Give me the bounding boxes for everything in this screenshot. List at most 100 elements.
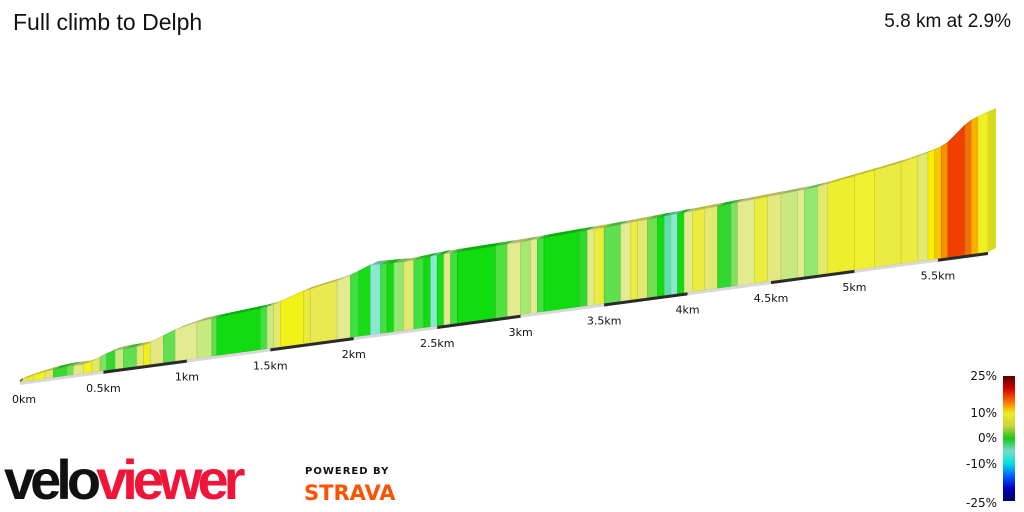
gradient-segment	[620, 222, 632, 302]
segment-top	[664, 211, 679, 217]
gradient-segment	[436, 253, 445, 327]
gradient-segment	[386, 262, 395, 334]
gradient-segment	[754, 196, 768, 284]
segment-top	[33, 367, 54, 376]
segment-top	[657, 212, 673, 218]
gradient-segment	[827, 175, 855, 274]
gradient-segment	[677, 212, 685, 295]
page-title: Full climb to Delph	[13, 9, 203, 35]
gradient-segment	[657, 215, 665, 297]
gradient-segment	[637, 218, 648, 300]
gradient-segment	[393, 261, 405, 333]
gradient-segment	[663, 214, 672, 296]
gradient-segment	[737, 198, 755, 286]
gradient-segment	[380, 263, 388, 334]
distance-tick-label: 5km	[842, 281, 866, 294]
gradient-segment	[507, 241, 521, 317]
segment-top	[544, 227, 588, 238]
segment-top	[443, 249, 459, 254]
gradient-segment	[703, 205, 718, 291]
legend-label-minus25: -25%	[966, 496, 997, 510]
gradient-segment	[797, 189, 805, 278]
segment-top	[677, 208, 693, 214]
segment-top	[620, 218, 639, 225]
segment-top	[692, 204, 713, 212]
gradient-segment	[174, 321, 198, 362]
distance-tick-label: 3km	[509, 326, 533, 339]
segment-top	[403, 255, 422, 262]
distance-tick-label: 5.5km	[921, 270, 956, 283]
gradient-segment	[927, 149, 935, 261]
distance-axis	[20, 252, 988, 385]
segment-top	[196, 314, 220, 323]
gradient-segment	[99, 353, 108, 372]
segment-top	[704, 202, 726, 209]
legend-label-0: 0%	[978, 431, 997, 445]
segment-top	[495, 240, 516, 246]
gradient-segment	[423, 256, 431, 329]
gradient-segment	[350, 270, 360, 338]
gradient-segment	[670, 213, 678, 295]
distance-tick-label: 3.5km	[587, 315, 622, 328]
distance-band	[771, 269, 855, 285]
gradient-segment	[266, 304, 274, 350]
gradient-segment	[934, 145, 942, 260]
distance-band	[937, 252, 988, 262]
gradient-segment	[273, 301, 281, 349]
gradient-segment	[977, 111, 989, 254]
distance-band	[687, 281, 772, 296]
segment-top	[637, 215, 656, 222]
gradient-segment	[780, 190, 799, 281]
segment-top	[507, 238, 529, 245]
segment-top	[430, 251, 446, 257]
segment-top	[260, 302, 276, 309]
gradient-segment	[917, 152, 929, 262]
gradient-segment	[543, 231, 580, 312]
segment-top	[604, 220, 629, 228]
segment-top	[45, 365, 62, 372]
legend-label-25: 25%	[970, 369, 997, 383]
segment-top	[647, 213, 666, 220]
gradient-legend: 25% 10% 0% -10% -25%	[966, 369, 1015, 510]
segment-top	[717, 199, 739, 207]
powered-by-label: POWERED BY	[305, 466, 390, 477]
segment-top	[767, 190, 790, 197]
gradient-segment	[593, 227, 605, 306]
segment-top	[66, 361, 82, 367]
segment-top	[423, 252, 439, 258]
gradient-segment	[211, 317, 218, 357]
gradient-segment	[520, 239, 532, 316]
segment-top	[797, 185, 813, 191]
segment-top	[737, 195, 763, 203]
gradient-segment	[106, 349, 116, 371]
segment-top	[53, 362, 75, 370]
segment-top	[370, 260, 389, 265]
gradient-segment	[358, 264, 371, 337]
gradient-segment	[123, 346, 138, 369]
segment-top	[684, 207, 701, 213]
legend-label-10: 10%	[970, 406, 997, 420]
segment-top	[587, 225, 603, 231]
gradient-segment	[900, 155, 919, 264]
gradient-segment	[450, 251, 458, 325]
segment-top	[827, 172, 863, 184]
segment-top	[854, 166, 883, 176]
gradient-segment	[196, 318, 213, 359]
segment-top	[216, 304, 269, 318]
segment-top	[457, 242, 504, 252]
distance-band	[854, 258, 938, 273]
segment-top	[387, 258, 402, 264]
legend-color-bar	[1003, 376, 1015, 501]
gradient-segment	[692, 208, 705, 293]
gradient-segment	[413, 257, 425, 330]
gradient-segment	[854, 169, 875, 271]
gradient-segment	[303, 288, 311, 345]
segment-top	[630, 217, 646, 223]
segment-top	[136, 341, 152, 347]
gradient-segment	[647, 217, 658, 299]
segment-top	[579, 226, 596, 232]
distance-band	[20, 370, 104, 385]
segment-top	[537, 233, 553, 239]
distance-tick-label: 4.5km	[754, 292, 789, 305]
segment-top	[817, 179, 836, 187]
